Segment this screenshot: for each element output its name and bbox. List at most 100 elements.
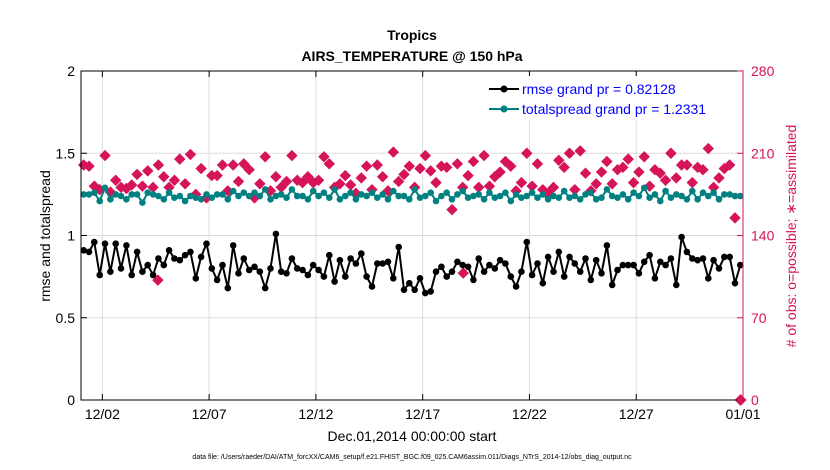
rmse-point [267, 265, 274, 272]
rmse-point [272, 230, 280, 238]
totalspread-point [390, 187, 397, 195]
rmse-point [667, 255, 675, 262]
totalspread-point [203, 191, 210, 198]
rmse-point [293, 265, 301, 272]
rmse-point [160, 261, 168, 269]
rmse-point [331, 278, 338, 285]
totalspread-point [107, 196, 114, 203]
x-tick-label: 12/12 [298, 406, 333, 422]
y-left-tick-label: 1 [67, 228, 75, 244]
rmse-point [619, 261, 627, 269]
rmse-point [689, 255, 696, 262]
rmse-point [587, 276, 595, 284]
totalspread-point [454, 191, 461, 198]
rmse-point [705, 275, 712, 282]
totalspread-point [96, 197, 103, 205]
totalspread-point [491, 194, 499, 201]
totalspread-point [165, 189, 173, 196]
ticks: 12/02 12/07 12/12 12/17 12/22 12/27 01/0100.51… [56, 63, 775, 422]
totalspread-point [528, 189, 536, 196]
totalspread-point [448, 196, 456, 203]
obs-possible-point [462, 169, 474, 182]
obs-possible-point [339, 169, 351, 182]
totalspread-point [667, 194, 675, 201]
rmse-point [657, 258, 664, 266]
rmse-point [208, 265, 216, 272]
totalspread-point [550, 192, 557, 200]
obs-possible-point [387, 146, 400, 158]
rmse-point [277, 268, 285, 276]
rmse-point [566, 253, 573, 261]
x-tick-label: 01/01 [725, 406, 760, 422]
obs-possible-point [563, 147, 576, 159]
obs-possible-point [136, 180, 149, 192]
y-left-tick-label: 2 [67, 63, 75, 79]
obs-possible-point [414, 162, 426, 175]
totalspread-point [336, 196, 344, 203]
rmse-point [203, 240, 210, 247]
x-tick-label: 12/27 [619, 406, 654, 422]
totalspread-point [432, 197, 440, 205]
rmse-point [699, 255, 707, 262]
totalspread-point [379, 191, 386, 198]
rmse-point [326, 251, 333, 259]
rmse-point [400, 286, 408, 294]
totalspread-point [315, 192, 322, 200]
obs-possible-point [451, 158, 464, 170]
totalspread-point [197, 196, 205, 203]
rmse-point [123, 242, 130, 249]
legend-rmse-marker [500, 85, 508, 93]
rmse-point [486, 261, 493, 269]
totalspread-point [229, 187, 237, 195]
totalspread-point [171, 194, 178, 201]
totalspread-point [187, 192, 194, 200]
obs-possible-point [505, 160, 517, 172]
rmse-point [464, 263, 472, 271]
rmse-point [165, 247, 173, 254]
rmse-point [651, 275, 659, 282]
x-tick-label: 12/02 [85, 406, 120, 422]
rmse-point [534, 260, 541, 267]
rmse-point [694, 256, 701, 264]
rmse-point [368, 283, 376, 290]
obs-possible-point [179, 178, 191, 190]
rmse-point [624, 261, 632, 269]
totalspread-point [272, 192, 280, 200]
rmse-point [737, 261, 744, 269]
rmse-point [379, 260, 386, 267]
rmse-point [438, 263, 445, 271]
totalspread-point [304, 196, 312, 203]
obs-possible-point [131, 168, 143, 181]
rmse-point [320, 273, 328, 280]
obs-possible-point [371, 159, 384, 171]
totalspread-point [673, 191, 680, 198]
obs-possible-point [697, 163, 709, 176]
obs-possible-point [478, 149, 490, 162]
totalspread-point [149, 191, 157, 198]
totalspread-point [619, 191, 627, 198]
rmse-point [342, 273, 349, 280]
obs-assimilated-point [152, 274, 164, 286]
obs-possible-point [280, 175, 293, 188]
totalspread-point [710, 189, 717, 196]
totalspread-point [694, 196, 701, 203]
rmse-point [603, 242, 611, 249]
totalspread-point [630, 189, 637, 196]
rmse-point [363, 273, 370, 280]
rmse-point [592, 256, 600, 264]
obs-possible-point [686, 176, 698, 189]
totalspread-point [261, 186, 269, 193]
obs-possible-point [318, 151, 330, 163]
obs-possible-point [638, 151, 650, 163]
legend-rmse-label: rmse grand pr = 0.82128 [522, 81, 676, 97]
rmse-point [374, 260, 381, 267]
rmse-point [240, 255, 248, 262]
totalspread-point [518, 194, 525, 201]
totalspread-point [555, 194, 563, 201]
obs-possible-point [601, 155, 613, 168]
obs-possible-point [360, 160, 373, 172]
obs-possible-point [195, 162, 207, 175]
rmse-point [283, 270, 290, 277]
totalspread-point [358, 191, 365, 198]
totalspread-point [571, 192, 579, 200]
